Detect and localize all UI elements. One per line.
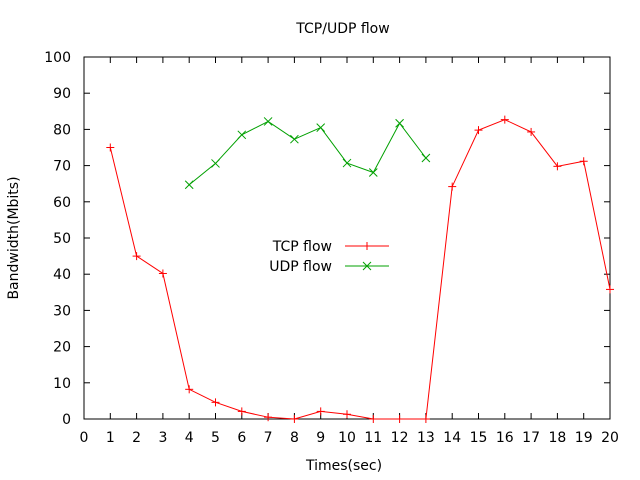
x-tick-label: 13 [417,430,435,446]
plot-frame [83,56,611,420]
legend-marker [362,261,372,271]
legend: TCP flow UDP flow [269,239,389,275]
data-point [553,162,562,171]
data-point [106,143,115,152]
x-tick-label: 7 [264,430,273,446]
series-line-udp [188,120,427,186]
x-tick-label: 9 [316,430,325,446]
data-point [237,130,247,140]
y-tick-label: 60 [53,195,71,211]
data-point [185,385,194,394]
data-point [237,407,246,416]
series-line-tcp [109,119,611,420]
x-tick-label: 20 [601,430,619,446]
data-point [421,153,431,163]
y-tick-label: 80 [53,122,71,138]
y-tick-label: 10 [53,376,71,392]
data-point [448,182,457,191]
data-point [263,117,273,126]
y-tick-label: 100 [44,50,71,66]
x-tick-label: 11 [364,430,382,446]
data-point [474,126,483,135]
data-point [290,415,299,423]
y-tick-label: 0 [62,412,71,428]
x-axis: 0 1 2 3 4 5 6 7 8 9 10 11 12 13 14 15 16 17 18 19 20 [80,57,619,446]
x-tick-label: 14 [443,430,461,446]
x-tick-label: 15 [470,430,488,446]
legend-label: UDP flow [269,259,332,275]
data-point [369,415,378,423]
y-tick-label: 40 [53,267,71,283]
x-tick-label: 3 [158,430,167,446]
data-point [342,158,352,168]
x-tick-label: 12 [391,430,409,446]
data-point [527,127,536,136]
y-tick-label: 20 [53,340,71,356]
data-point [368,168,378,177]
x-tick-label: 1 [106,430,115,446]
data-point [579,157,588,166]
data-point [290,134,299,144]
data-point [395,415,404,423]
x-axis-label: Times(sec) [305,458,382,474]
data-point [316,123,326,132]
y-tick-label: 70 [53,159,71,175]
series-layer [106,115,614,423]
x-tick-label: 17 [522,430,540,446]
x-tick-label: 16 [496,430,514,446]
data-point [211,398,220,407]
data-point [316,407,325,416]
data-point [421,415,430,423]
legend-marker [363,242,371,250]
data-point [132,252,141,261]
data-point [184,180,194,190]
data-point [211,159,220,168]
x-tick-label: 19 [575,430,593,446]
x-tick-label: 0 [80,430,89,446]
chart-title: TCP/UDP flow [295,21,389,37]
x-tick-label: 5 [211,430,220,446]
data-point [158,269,167,278]
x-tick-label: 18 [548,430,566,446]
x-tick-label: 8 [290,430,299,446]
data-point [606,285,614,294]
y-tick-label: 30 [53,303,71,319]
data-point [264,413,273,422]
y-tick-label: 50 [53,231,71,247]
x-tick-label: 6 [237,430,246,446]
data-point [395,118,404,128]
y-axis-label: Bandwidth(Mbits) [6,176,22,299]
y-axis: 0 10 20 30 40 50 60 70 80 90 100 [44,50,610,428]
data-point [343,410,351,419]
data-point [500,115,509,124]
y-tick-label: 90 [53,86,71,102]
x-tick-label: 10 [338,430,356,446]
legend-label: TCP flow [272,239,332,255]
x-tick-label: 2 [132,430,141,446]
x-tick-label: 4 [185,430,194,446]
